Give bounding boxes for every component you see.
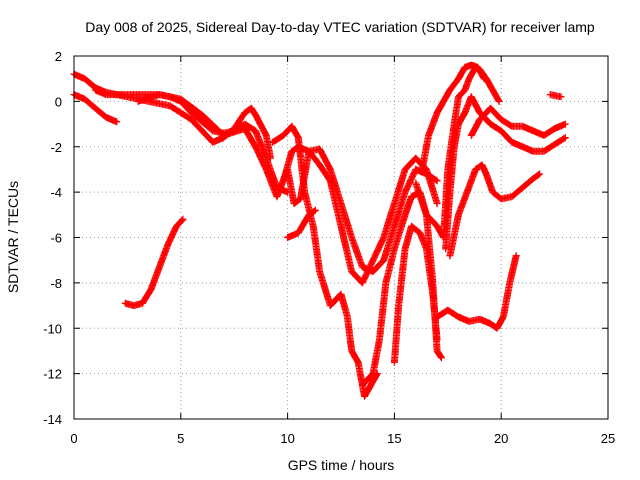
series-markers: [446, 161, 544, 260]
y-tick-label: -12: [43, 367, 62, 382]
y-tick-label: -2: [50, 140, 62, 155]
y-tick-label: -10: [43, 321, 62, 336]
series-track-14: [467, 104, 569, 139]
series-markers: [433, 252, 520, 332]
x-axis-label: GPS time / hours: [288, 457, 395, 473]
series-markers: [546, 91, 565, 101]
series-markers: [442, 93, 569, 253]
series-track-16: [546, 91, 565, 101]
series-track-9: [390, 222, 441, 366]
x-tick-label: 10: [280, 431, 294, 446]
x-tick-label: 5: [177, 431, 184, 446]
y-tick-label: -6: [50, 231, 62, 246]
x-tick-label: 15: [387, 431, 401, 446]
y-tick-label: -14: [43, 412, 62, 427]
series-markers: [390, 222, 441, 366]
x-tick-label: 0: [70, 431, 77, 446]
y-axis-label: SDTVAR / TECUs: [5, 181, 21, 293]
series-markers: [121, 215, 187, 310]
plot-frame: [73, 55, 609, 420]
series-markers: [284, 206, 319, 241]
series-track-11: [418, 61, 488, 173]
series-track-17: [121, 215, 187, 310]
y-tick-label: -4: [50, 185, 62, 200]
x-tick-label: 20: [494, 431, 508, 446]
grid: [74, 56, 608, 419]
y-tick-label: 0: [55, 94, 62, 109]
y-tick-label: 2: [55, 49, 62, 64]
series-markers: [134, 91, 441, 275]
series-markers: [418, 61, 488, 173]
x-tick-label: 25: [601, 431, 615, 446]
series-track-12: [442, 93, 569, 253]
y-tick-label: -8: [50, 276, 62, 291]
series-track-7: [284, 206, 319, 241]
series-markers: [467, 104, 569, 139]
data-marks: [70, 61, 569, 400]
series-track-4: [134, 91, 441, 275]
chart-title: Day 008 of 2025, Sidereal Day-to-day VTE…: [85, 19, 595, 35]
series-track-15: [433, 252, 520, 332]
series-track-13: [446, 161, 544, 260]
